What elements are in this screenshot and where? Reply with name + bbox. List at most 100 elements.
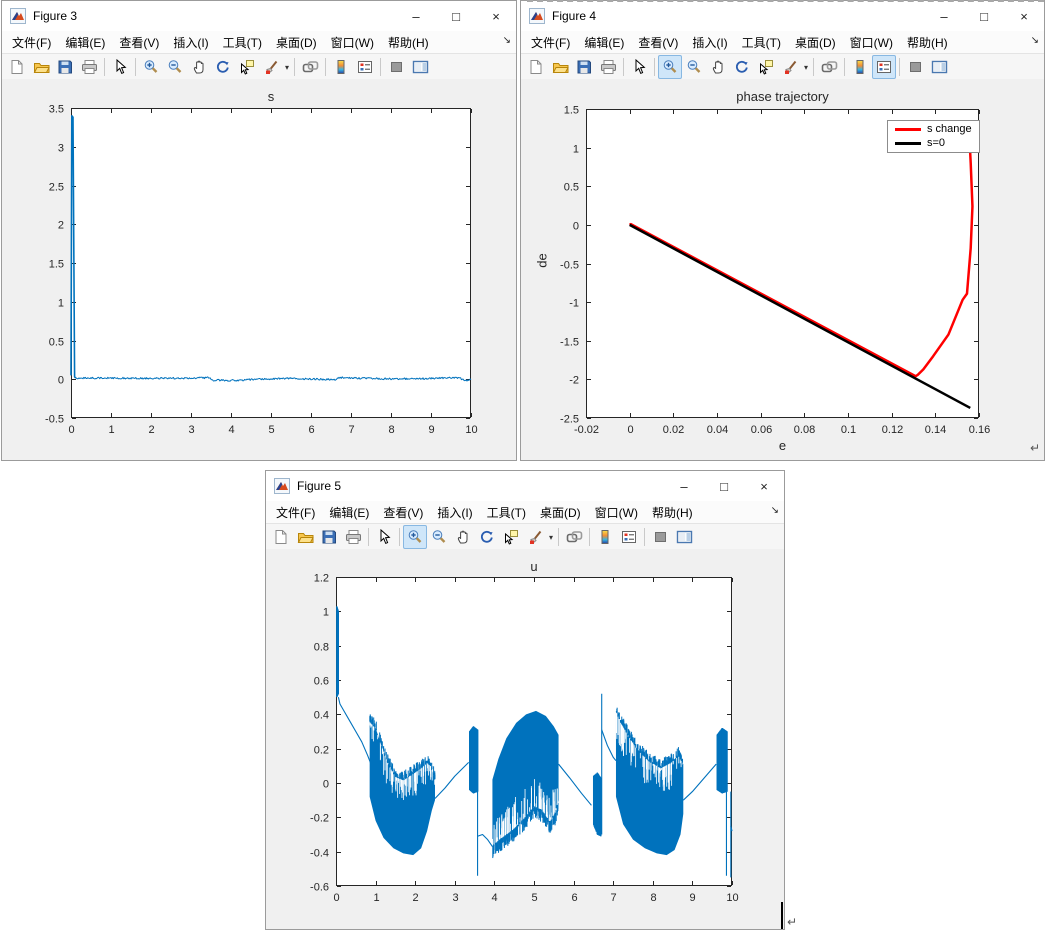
zoom-out-icon[interactable]: [163, 55, 187, 79]
brush-icon[interactable]: [259, 55, 283, 79]
show-plot-tools-icon[interactable]: [672, 525, 696, 549]
hide-plot-tools-icon[interactable]: [384, 55, 408, 79]
plot-canvas-u[interactable]: [266, 549, 784, 929]
menu-view[interactable]: 查看(V): [638, 35, 679, 50]
maximize-button[interactable]: □: [452, 8, 460, 24]
plot-canvas-s[interactable]: [2, 79, 516, 460]
menu-tools[interactable]: 工具(T): [222, 35, 262, 50]
pan-icon[interactable]: [451, 525, 475, 549]
insert-legend-icon[interactable]: [872, 55, 896, 79]
link-plot-icon[interactable]: [298, 55, 322, 79]
brush-dropdown-icon[interactable]: ▾: [803, 62, 808, 72]
menu-desktop[interactable]: 桌面(D): [794, 35, 836, 50]
toolbar-separator: [844, 58, 845, 76]
brush-dropdown-icon[interactable]: ▾: [284, 62, 289, 72]
toolbar-separator: [325, 58, 326, 76]
maximize-button[interactable]: □: [720, 478, 728, 494]
show-plot-tools-icon[interactable]: [927, 55, 951, 79]
menu-tools[interactable]: 工具(T): [486, 505, 526, 520]
open-file-icon[interactable]: [548, 55, 572, 79]
menu-window[interactable]: 窗口(W): [594, 505, 638, 520]
insert-legend-icon[interactable]: [617, 525, 641, 549]
hide-plot-tools-icon[interactable]: [648, 525, 672, 549]
menu-tools[interactable]: 工具(T): [741, 35, 781, 50]
minimize-button[interactable]: –: [412, 8, 420, 24]
menu-help[interactable]: 帮助(H): [387, 35, 429, 50]
menu-desktop[interactable]: 桌面(D): [539, 505, 581, 520]
data-cursor-icon[interactable]: [235, 55, 259, 79]
menu-file[interactable]: 文件(F): [12, 35, 52, 50]
menu-overflow-arrow[interactable]: ↘: [770, 505, 779, 516]
new-figure-icon[interactable]: [5, 55, 29, 79]
zoom-out-icon[interactable]: [427, 525, 451, 549]
insert-colorbar-icon[interactable]: [848, 55, 872, 79]
brush-dropdown-icon[interactable]: ▾: [548, 532, 553, 542]
zoom-out-icon[interactable]: [682, 55, 706, 79]
menu-insert[interactable]: 插入(I): [437, 505, 473, 520]
save-figure-icon[interactable]: [53, 55, 77, 79]
pan-icon[interactable]: [187, 55, 211, 79]
window-title: Figure 4: [552, 9, 597, 23]
insert-colorbar-icon[interactable]: [329, 55, 353, 79]
zoom-in-icon[interactable]: [139, 55, 163, 79]
minimize-button[interactable]: –: [940, 8, 948, 24]
save-figure-icon[interactable]: [572, 55, 596, 79]
toolbar-separator: [368, 528, 369, 546]
menu-file[interactable]: 文件(F): [276, 505, 316, 520]
data-cursor-icon[interactable]: [754, 55, 778, 79]
open-file-icon[interactable]: [293, 525, 317, 549]
menu-overflow-arrow[interactable]: ↘: [502, 35, 511, 46]
cursor-icon[interactable]: [108, 55, 132, 79]
menu-desktop[interactable]: 桌面(D): [275, 35, 317, 50]
print-figure-icon[interactable]: [596, 55, 620, 79]
titlebar[interactable]: Figure 4 – □ ×: [521, 1, 1044, 31]
menu-file[interactable]: 文件(F): [531, 35, 571, 50]
zoom-in-icon[interactable]: [403, 525, 427, 549]
close-button[interactable]: ×: [760, 478, 768, 494]
menu-view[interactable]: 查看(V): [383, 505, 424, 520]
toolbar-separator: [399, 528, 400, 546]
show-plot-tools-icon[interactable]: [408, 55, 432, 79]
menu-window[interactable]: 窗口(W): [849, 35, 893, 50]
titlebar[interactable]: Figure 3 – □ ×: [2, 1, 516, 31]
pan-icon[interactable]: [706, 55, 730, 79]
matlab-figure-icon: [274, 478, 290, 494]
save-figure-icon[interactable]: [317, 525, 341, 549]
menu-window[interactable]: 窗口(W): [330, 35, 374, 50]
data-cursor-icon[interactable]: [499, 525, 523, 549]
titlebar[interactable]: Figure 5 – □ ×: [266, 471, 784, 501]
brush-icon[interactable]: [778, 55, 802, 79]
close-button[interactable]: ×: [1020, 8, 1028, 24]
new-figure-icon[interactable]: [524, 55, 548, 79]
menu-help[interactable]: 帮助(H): [906, 35, 948, 50]
menu-insert[interactable]: 插入(I): [692, 35, 728, 50]
brush-icon[interactable]: [523, 525, 547, 549]
insert-colorbar-icon[interactable]: [593, 525, 617, 549]
maximize-button[interactable]: □: [980, 8, 988, 24]
menu-overflow-arrow[interactable]: ↘: [1030, 35, 1039, 46]
minimize-button[interactable]: –: [680, 478, 688, 494]
menu-edit[interactable]: 编辑(E): [329, 505, 370, 520]
close-button[interactable]: ×: [492, 8, 500, 24]
menu-edit[interactable]: 编辑(E): [584, 35, 625, 50]
hide-plot-tools-icon[interactable]: [903, 55, 927, 79]
menu-view[interactable]: 查看(V): [119, 35, 160, 50]
menu-help[interactable]: 帮助(H): [651, 505, 693, 520]
rotate-3d-icon[interactable]: [211, 55, 235, 79]
open-file-icon[interactable]: [29, 55, 53, 79]
new-figure-icon[interactable]: [269, 525, 293, 549]
print-figure-icon[interactable]: [341, 525, 365, 549]
menu-insert[interactable]: 插入(I): [173, 35, 209, 50]
zoom-in-icon[interactable]: [658, 55, 682, 79]
selection-dash-artifact: [527, 0, 1044, 2]
rotate-3d-icon[interactable]: [730, 55, 754, 79]
cursor-icon[interactable]: [372, 525, 396, 549]
link-plot-icon[interactable]: [562, 525, 586, 549]
print-figure-icon[interactable]: [77, 55, 101, 79]
link-plot-icon[interactable]: [817, 55, 841, 79]
cursor-icon[interactable]: [627, 55, 651, 79]
menu-edit[interactable]: 编辑(E): [65, 35, 106, 50]
rotate-3d-icon[interactable]: [475, 525, 499, 549]
plot-legend[interactable]: s change s=0: [887, 120, 980, 153]
insert-legend-icon[interactable]: [353, 55, 377, 79]
